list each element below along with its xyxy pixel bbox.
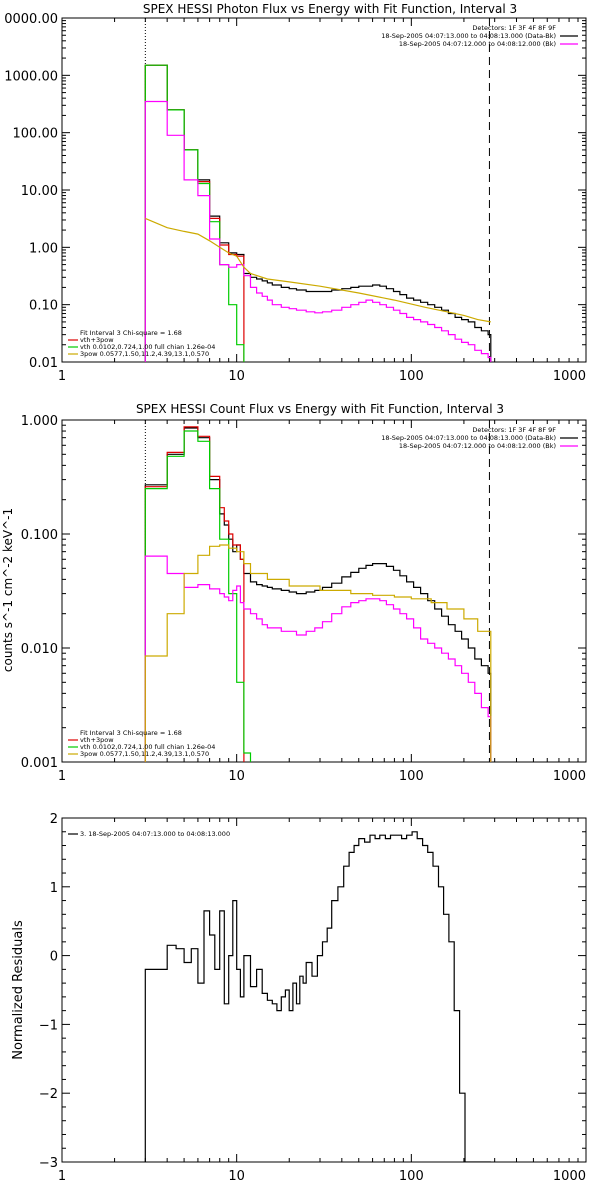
x-tick-label: 100 [399, 769, 424, 784]
series-line-2 [144, 430, 252, 762]
header-line: Detectors: 1F 3F 4F 8F 9F [472, 24, 556, 32]
series-line-1 [144, 64, 245, 362]
x-tick-label: 1000 [553, 1169, 586, 1184]
y-tick-label: 0.001 [21, 756, 58, 771]
residuals-panel: Normalized Residuals 1 10 100 1000 −3 −2 −1 0 1 2… [11, 812, 587, 1184]
header-line: 18-Sep-2005 04:07:12.000 to 04:08:12.000… [399, 40, 556, 48]
x-tick-label: 1 [58, 369, 66, 384]
series-line-3 [144, 555, 492, 762]
legend-entry: 3. 18-Sep-2005 04:07:13.000 to 04:08:13.… [80, 830, 230, 838]
x-tick-label: 10 [228, 369, 245, 384]
series-line-4 [144, 544, 492, 762]
y-tick-label: 0 [50, 950, 58, 965]
y-tick-label: 100.00 [13, 127, 59, 142]
y-tick-label: 0.10 [29, 299, 58, 314]
photon-plot-frame [61, 17, 587, 363]
header-line: Detectors: 1F 3F 4F 8F 9F [472, 426, 556, 434]
residuals-ylabel: Normalized Residuals [11, 920, 26, 1060]
y-tick-label: 1.000 [21, 414, 58, 429]
y-tick-label: 1000.00 [4, 69, 58, 84]
legend-entry: Fit Interval 3 Chi-square = 1.68 [80, 329, 182, 337]
series-line-4 [145, 217, 491, 323]
series-line-1 [144, 426, 245, 762]
legend-entry: 3pow 0.0577,1.50,11.2,4.39,13.1,0.570 [80, 750, 209, 758]
x-tick-label: 1 [58, 769, 66, 784]
series-line-0 [144, 427, 492, 762]
series-line-0 [144, 64, 492, 362]
x-tick-label: 10 [228, 1169, 245, 1184]
legend-entry: vth 0.0102,0.724,1.00 full chian 1.26e-0… [80, 743, 215, 751]
legend-entry: 3pow 0.0577,1.50,11.2,4.39,13.1,0.570 [80, 350, 209, 358]
y-tick-label: −3 [39, 1156, 58, 1171]
header-line: 18-Sep-2005 04:07:12.000 to 04:08:12.000… [399, 442, 556, 450]
y-tick-label: 10.00 [21, 184, 58, 199]
count-chart-title: SPEX HESSI Count Flux vs Energy with Fit… [136, 402, 504, 416]
x-tick-label: 1 [58, 1169, 66, 1184]
residuals-plot-frame [61, 817, 587, 1163]
count-flux-panel: SPEX HESSI Count Flux vs Energy with Fit… [1, 402, 587, 784]
photon-flux-panel: SPEX HESSI Photon Flux vs Energy with Fi… [4, 2, 587, 384]
series-line-0 [144, 831, 491, 1162]
photon-chart-title: SPEX HESSI Photon Flux vs Energy with Fi… [143, 2, 517, 16]
y-tick-label: 0.010 [21, 642, 58, 657]
y-tick-label: 0.100 [21, 528, 58, 543]
legend-entry: vth+3pow [80, 336, 114, 344]
legend-entry: vth 0.0102,0.724,1.00 full chian 1.26e-0… [80, 343, 215, 351]
x-tick-label: 1000 [553, 769, 586, 784]
legend-entry: Fit Interval 3 Chi-square = 1.68 [80, 729, 182, 737]
y-tick-label: 0000.00 [4, 12, 58, 27]
x-tick-label: 1000 [553, 369, 586, 384]
legend-entry: vth+3pow [80, 736, 114, 744]
count-ylabel: counts s^-1 cm^-2 keV^-1 [1, 508, 15, 672]
y-tick-label: 1.00 [29, 241, 58, 256]
header-line: 18-Sep-2005 04:07:13.000 to 04:08:13.000… [381, 32, 556, 40]
series-line-3 [144, 100, 492, 362]
count-plot-frame [61, 419, 587, 763]
y-tick-label: −2 [39, 1087, 58, 1102]
y-tick-label: 2 [50, 812, 58, 827]
y-tick-label: 1 [50, 881, 58, 896]
y-tick-label: −1 [39, 1018, 58, 1033]
x-tick-label: 100 [399, 369, 424, 384]
x-tick-label: 10 [228, 769, 245, 784]
header-line: 18-Sep-2005 04:07:13.000 to 04:08:13.000… [381, 434, 556, 442]
x-tick-label: 100 [399, 1169, 424, 1184]
y-tick-label: 0.01 [29, 356, 58, 371]
